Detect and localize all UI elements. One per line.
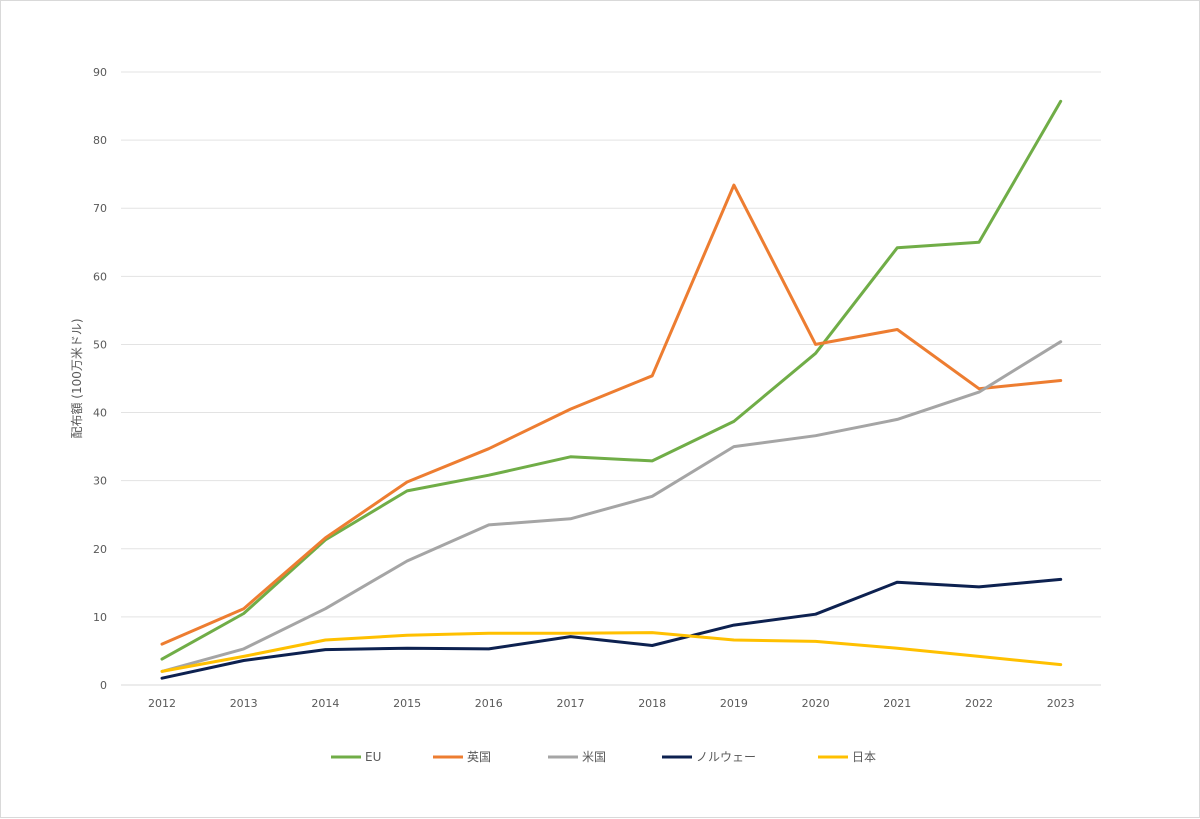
x-tick-label: 2020 (802, 697, 830, 710)
y-tick-label: 60 (93, 270, 107, 283)
x-tick-label: 2022 (965, 697, 993, 710)
x-tick-label: 2019 (720, 697, 748, 710)
y-tick-label: 50 (93, 338, 107, 351)
y-axis-title: 配布額 (100万米ドル) (70, 318, 84, 438)
x-tick-label: 2012 (148, 697, 176, 710)
y-tick-label: 90 (93, 66, 107, 79)
x-tick-label: 2013 (230, 697, 258, 710)
legend-label: EU (365, 750, 381, 764)
series-line-0 (160, 99, 1063, 661)
series-line-4 (160, 631, 1063, 673)
y-tick-label: 20 (93, 543, 107, 556)
y-axis-ticks: 0 10 20 30 40 50 60 70 80 90 (93, 66, 107, 692)
x-tick-label: 2021 (883, 697, 911, 710)
x-tick-label: 2014 (311, 697, 339, 710)
legend-label: 米国 (582, 750, 606, 764)
x-axis-ticks: 2012 2013 2014 2015 2016 2017 2018 2019 2020 2021… (148, 697, 1075, 710)
series-line-1 (160, 183, 1063, 646)
legend-label: ノルウェー (696, 750, 756, 764)
series-lines (160, 99, 1063, 680)
y-tick-label: 10 (93, 611, 107, 624)
y-tick-label: 30 (93, 475, 107, 488)
y-tick-label: 70 (93, 202, 107, 215)
y-tick-label: 40 (93, 407, 107, 420)
x-tick-label: 2015 (393, 697, 421, 710)
gridlines (121, 71, 1101, 618)
y-tick-label: 80 (93, 134, 107, 147)
series-line-2 (160, 340, 1063, 673)
legend-item-3[interactable]: ノルウェー (662, 750, 756, 764)
legend-item-0[interactable]: EU (331, 750, 381, 764)
y-tick-label: 0 (100, 679, 107, 692)
legend[interactable]: EU 英国 米国 ノルウェー 日本 (331, 750, 876, 764)
legend-item-2[interactable]: 米国 (548, 750, 606, 764)
legend-label: 日本 (852, 750, 876, 764)
legend-item-4[interactable]: 日本 (818, 750, 876, 764)
x-tick-label: 2016 (475, 697, 503, 710)
series-line-3 (160, 577, 1063, 680)
legend-label: 英国 (467, 750, 491, 764)
x-tick-label: 2017 (557, 697, 585, 710)
legend-item-1[interactable]: 英国 (433, 750, 491, 764)
x-tick-label: 2018 (638, 697, 666, 710)
x-tick-label: 2023 (1047, 697, 1075, 710)
